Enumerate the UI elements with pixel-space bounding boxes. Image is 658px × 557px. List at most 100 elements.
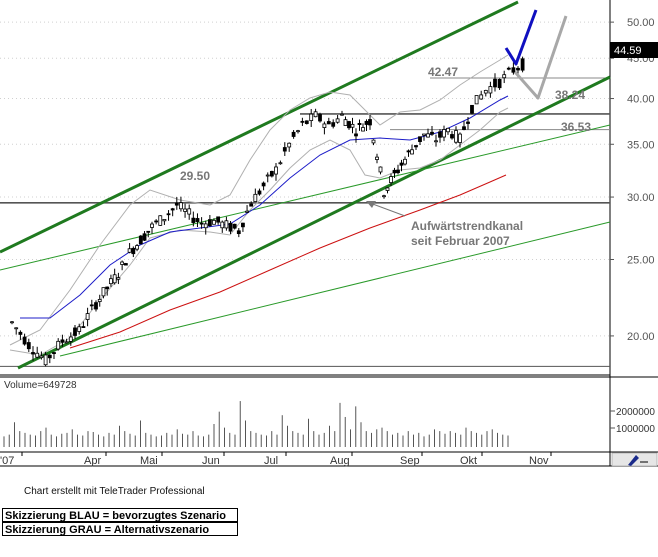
candle-body [241, 222, 245, 228]
candle-body [282, 147, 287, 152]
time-tick-label: Mai [140, 455, 158, 467]
price-tick-label: 50.00 [627, 17, 655, 29]
candle-body [158, 215, 163, 226]
trend-channel [0, 0, 611, 370]
candle-body [446, 127, 450, 133]
candle-body [368, 119, 372, 126]
channel-outer-support-line [59, 221, 611, 357]
candle-body [26, 342, 31, 350]
candle-body [77, 326, 82, 332]
candle-body [64, 341, 69, 344]
candle-body [304, 120, 309, 124]
candle-body [340, 113, 344, 116]
candle-body [426, 133, 430, 138]
candle-body [195, 218, 200, 222]
volume-tick-2000000: 2000000 [616, 407, 655, 418]
candle-body [470, 104, 474, 114]
candle-body [479, 94, 484, 100]
candle-body [94, 302, 98, 310]
trend-text-line2: seit Februar 2007 [411, 234, 510, 248]
volume-bars [3, 401, 509, 447]
candle-body [142, 233, 147, 241]
candle-body [347, 121, 351, 129]
price-tick-label: 20.00 [627, 331, 655, 343]
candle-body [101, 287, 106, 297]
candle-body [326, 121, 331, 125]
candle-body [35, 352, 40, 358]
candle-body [127, 248, 132, 253]
time-tick-label: Jul [264, 455, 278, 467]
level-label-2950: 29.50 [180, 169, 210, 183]
candle-body [403, 158, 407, 165]
candle-body [450, 134, 454, 139]
candle-body [174, 202, 179, 206]
candlestick-series [10, 56, 525, 367]
candle-body [85, 313, 90, 320]
channel-inner-line [0, 124, 611, 271]
legend-gray: Skizzierung GRAU = Alternativszenario [2, 522, 238, 536]
candle-body [123, 263, 128, 266]
candle-body [249, 203, 254, 207]
candle-body [135, 245, 139, 250]
candle-body [56, 340, 61, 350]
candle-body [331, 122, 336, 127]
candle-body [60, 339, 65, 343]
candle-body [216, 216, 221, 223]
candle-body [296, 130, 300, 133]
chart-credit: Chart erstellt mit TeleTrader Profession… [24, 486, 205, 497]
candle-body [434, 140, 438, 143]
candle-body [511, 67, 516, 73]
candle-body [68, 336, 73, 342]
candle-body [73, 327, 77, 336]
candle-body [318, 114, 322, 122]
candle-body [138, 235, 143, 245]
bollinger-lower [9, 107, 509, 356]
candle-body [10, 321, 14, 324]
candle-body [488, 86, 493, 94]
time-tick-label: Aug [330, 455, 350, 467]
candle-body [474, 95, 479, 105]
candle-body [43, 354, 48, 366]
candle-body [154, 220, 159, 223]
trend-text-line1: Aufwärtstrendkanal [411, 219, 523, 233]
level-label-4247: 42.47 [428, 65, 458, 79]
candle-body [458, 133, 462, 143]
candle-body [278, 162, 283, 165]
candle-body [378, 166, 383, 173]
candle-body [199, 222, 204, 225]
price-tick-label: 30.00 [627, 192, 655, 204]
candle-body [97, 299, 102, 302]
pen-tool-icon[interactable] [611, 452, 658, 467]
volume-tick-1000000: 1000000 [616, 424, 655, 435]
candle-body [166, 213, 171, 216]
annotation-arrow-head [366, 201, 376, 208]
candle-body [224, 220, 229, 229]
candle-body [382, 195, 386, 198]
time-axis-ticks: '07 Apr Mai Jun Jul Aug Sep Okt Nov [0, 452, 552, 467]
candle-body [228, 222, 233, 232]
candle-body [183, 208, 187, 212]
candle-body [39, 355, 44, 359]
candle-body [150, 223, 154, 228]
candle-body [410, 149, 414, 155]
candle-body [274, 166, 278, 175]
candle-body [392, 169, 397, 174]
candle-body [236, 230, 241, 235]
candle-body [300, 120, 305, 123]
price-tick-label: 25.00 [627, 254, 655, 266]
candle-body [89, 304, 94, 307]
candle-body [220, 221, 225, 229]
candle-body [399, 162, 404, 166]
volume-title: Volume=649728 [4, 380, 77, 391]
candle-body [493, 78, 497, 88]
candle-body [322, 123, 327, 128]
candle-body [520, 58, 525, 71]
candle-body [191, 217, 196, 223]
candle-body [442, 129, 446, 138]
time-tick-label: Jun [202, 455, 220, 467]
candle-body [212, 219, 216, 225]
time-tick-label: Sep [400, 455, 420, 467]
candle-body [389, 176, 393, 184]
time-tick-label: Nov [529, 455, 549, 467]
